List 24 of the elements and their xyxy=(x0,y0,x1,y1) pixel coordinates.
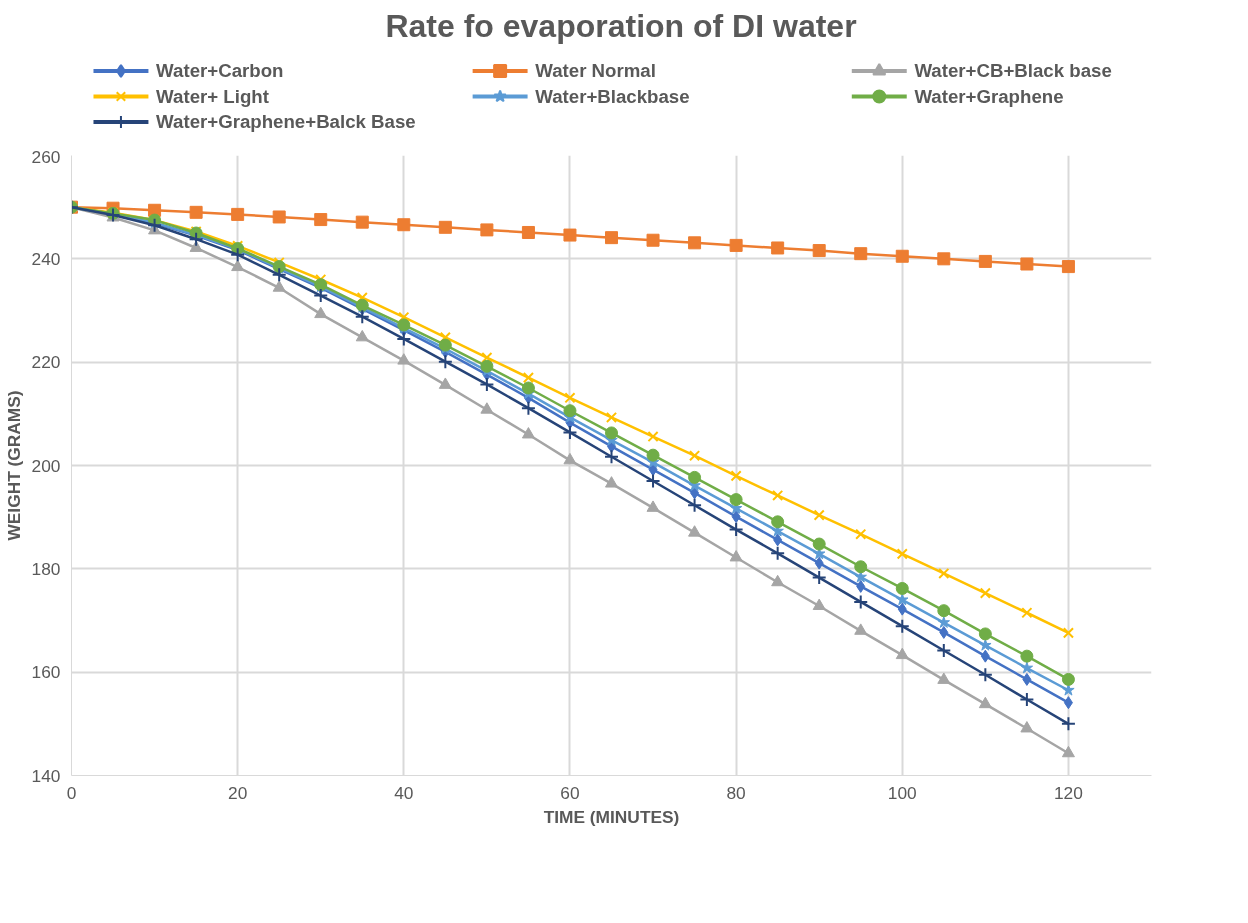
x-tick-label: 60 xyxy=(560,782,580,803)
legend-label: Water+ Light xyxy=(156,85,269,107)
legend-label: Water+Graphene+Balck Base xyxy=(156,111,416,133)
legend-label: Water Normal xyxy=(535,60,656,82)
x-tick-label: 120 xyxy=(1053,782,1083,803)
x-axis-title: TIME (MINUTES) xyxy=(543,806,680,827)
y-tick-label: 140 xyxy=(31,765,61,786)
x-tick-label: 40 xyxy=(394,782,414,803)
legend-label: Water+Graphene xyxy=(914,85,1064,107)
chart-title: Rate fo evaporation of DI water xyxy=(385,7,857,44)
y-tick-label: 160 xyxy=(31,662,61,683)
y-tick-label: 240 xyxy=(31,248,61,269)
x-tick-label: 100 xyxy=(887,782,917,803)
y-axis-title: WEIGHT (GRAMS) xyxy=(3,390,24,541)
legend-label: Water+Carbon xyxy=(156,60,284,82)
y-tick-label: 180 xyxy=(31,558,61,579)
x-tick-label: 80 xyxy=(726,782,746,803)
y-tick-label: 200 xyxy=(31,455,61,476)
y-tick-label: 260 xyxy=(31,146,61,167)
x-tick-label: 20 xyxy=(228,782,248,803)
legend-label: Water+Blackbase xyxy=(535,85,690,107)
y-tick-label: 220 xyxy=(31,352,61,373)
x-tick-label: 0 xyxy=(66,782,77,803)
legend-label: Water+CB+Black base xyxy=(914,60,1112,82)
